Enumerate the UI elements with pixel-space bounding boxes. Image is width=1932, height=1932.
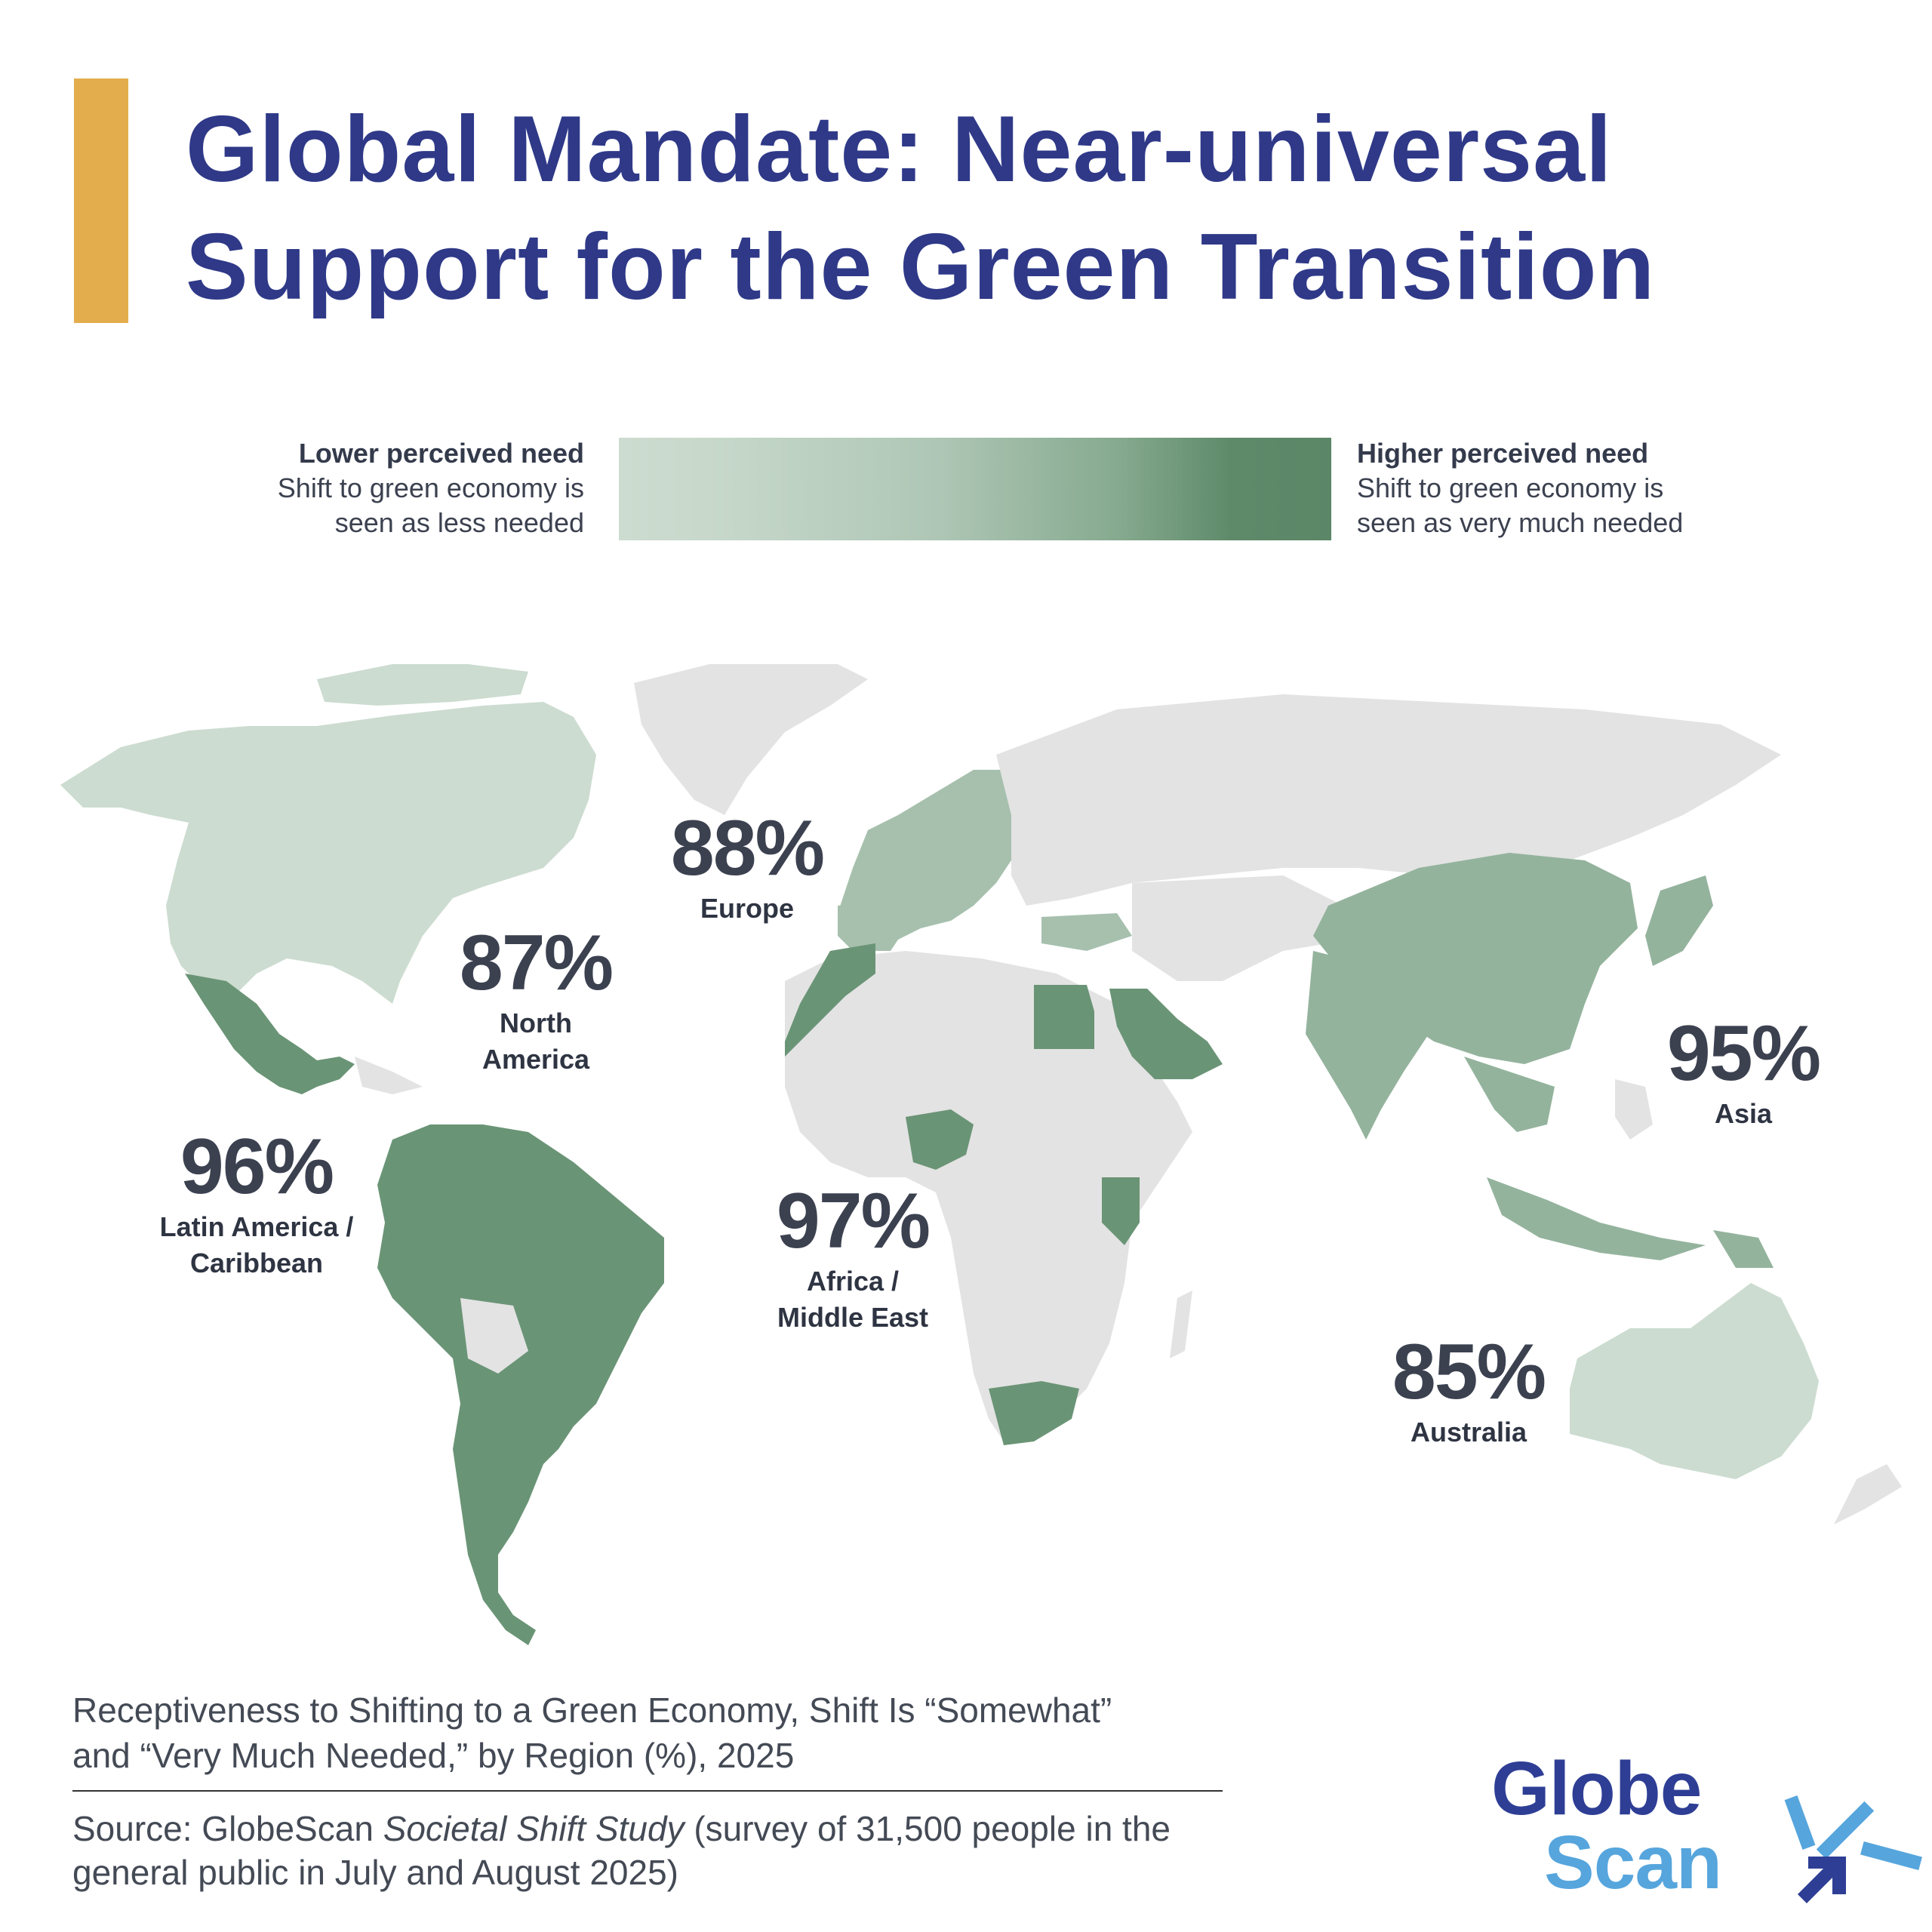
stat-asia-name: Asia xyxy=(1714,1098,1773,1129)
egypt-shape xyxy=(1034,985,1094,1049)
arctic-islands-shape xyxy=(317,664,528,706)
europe-shape xyxy=(838,770,1011,943)
logo-burst-icon xyxy=(1784,1795,1922,1903)
legend-high-title: Higher perceived need xyxy=(1357,438,1649,469)
stat-latin-america-pct: 96% xyxy=(180,1123,334,1211)
stat-australia-pct: 85% xyxy=(1392,1328,1546,1416)
stat-north-america-name-2: America xyxy=(481,1044,590,1075)
legend-low-desc-1: Shift to green economy is xyxy=(277,472,584,503)
legend-high-desc-2: seen as very much needed xyxy=(1357,507,1684,538)
source-suffix: (survey of 31,500 people in the general … xyxy=(72,1809,1171,1892)
title-line-1: Global Mandate: Near-universal xyxy=(186,97,1613,202)
stat-australia: 85% Australia xyxy=(1371,1330,1567,1451)
central-asia-shape xyxy=(1132,875,1343,981)
source-note: Source: GlobeScan Societal Shift Study (… xyxy=(72,1807,1235,1894)
southeast-asia-shape xyxy=(1464,1057,1555,1132)
legend-high-desc-1: Shift to green economy is xyxy=(1357,472,1664,503)
stat-australia-name: Australia xyxy=(1410,1417,1527,1447)
stat-africa-pct: 97% xyxy=(776,1177,931,1265)
source-prefix: Source: GlobeScan xyxy=(72,1809,383,1848)
globescan-logo: Globe Scan xyxy=(1491,1746,1922,1905)
stat-africa-name-2: Middle East xyxy=(777,1302,929,1333)
stat-latin-america-name-1: Latin America / xyxy=(159,1211,354,1242)
stat-europe-pct: 88% xyxy=(670,804,825,892)
indonesia-shape xyxy=(1487,1177,1706,1260)
legend-low-desc-2: seen as less needed xyxy=(334,507,584,538)
mexico-shape xyxy=(185,974,355,1094)
north-america-shape xyxy=(60,702,596,1004)
legend-low-need: Lower perceived need Shift to green econ… xyxy=(131,436,584,540)
title-accent-bar xyxy=(74,78,128,323)
philippines-shape xyxy=(1615,1079,1653,1140)
stat-latin-america-name-2: Caribbean xyxy=(189,1247,324,1278)
australia-shape xyxy=(1570,1283,1819,1479)
japan-shape xyxy=(1645,875,1713,966)
legend-low-title: Lower perceived need xyxy=(298,438,584,469)
logo-word-globe: Globe xyxy=(1491,1746,1702,1831)
caribbean-shape xyxy=(355,1057,423,1094)
stat-africa-name-1: Africa / xyxy=(806,1266,900,1297)
south-america-shape xyxy=(377,1124,664,1645)
new-zealand-shape xyxy=(1834,1464,1902,1524)
iberia-shape xyxy=(838,906,906,951)
stat-north-america-name-1: North xyxy=(500,1008,572,1038)
chart-caption: Receptiveness to Shifting to a Green Eco… xyxy=(72,1687,1235,1778)
bolivia-shape xyxy=(460,1298,528,1374)
stat-africa-middle-east: 97% Africa / Middle East xyxy=(747,1179,958,1336)
legend-high-need: Higher perceived need Shift to green eco… xyxy=(1357,436,1825,540)
turkey-shape xyxy=(1041,913,1132,951)
caption-divider xyxy=(72,1790,1223,1792)
madagascar-shape xyxy=(1170,1291,1192,1358)
stat-europe: 88% Europe xyxy=(649,806,845,927)
kenya-shape xyxy=(1102,1177,1140,1245)
caption-line-1: Receptiveness to Shifting to a Green Eco… xyxy=(72,1690,1112,1730)
south-africa-shape xyxy=(989,1381,1079,1445)
stat-latin-america: 96% Latin America / Caribbean xyxy=(136,1124,377,1281)
saudi-arabia-shape xyxy=(1109,989,1223,1079)
source-study-title: Societal Shift Study xyxy=(383,1809,685,1848)
stat-north-america-pct: 87% xyxy=(459,919,614,1007)
africa-shape xyxy=(785,951,1192,1441)
india-shape xyxy=(1306,951,1434,1140)
color-scale-gradient xyxy=(619,438,1331,540)
papua-shape xyxy=(1713,1230,1774,1268)
nigeria-shape xyxy=(906,1109,974,1170)
stat-asia-pct: 95% xyxy=(1666,1010,1821,1097)
stat-north-america: 87% North America xyxy=(438,921,634,1078)
caption-line-2: and “Very Much Needed,” by Region (%), 2… xyxy=(72,1736,795,1775)
logo-word-scan: Scan xyxy=(1544,1820,1722,1905)
russia-shape xyxy=(996,694,1781,906)
title-line-2: Support for the Green Transition xyxy=(186,215,1656,319)
morocco-shape xyxy=(785,943,875,1057)
page-title: Global Mandate: Near-universal Support f… xyxy=(186,91,1808,326)
stat-asia: 95% Asia xyxy=(1645,1011,1841,1132)
greenland-shape xyxy=(634,664,868,815)
stat-europe-name: Europe xyxy=(700,893,794,924)
